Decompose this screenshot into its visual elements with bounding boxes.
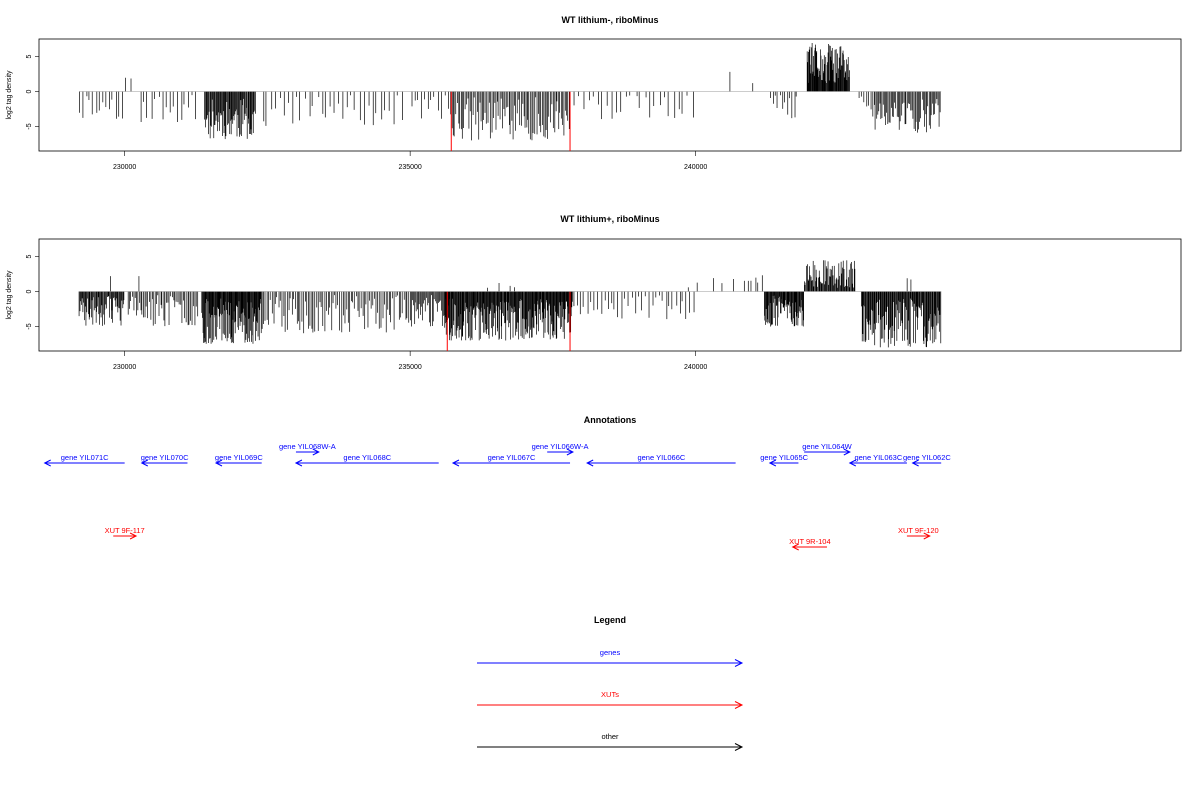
annotation-feature[interactable]: XUT 9R-104 [789,537,831,551]
x-tick-label: 230000 [113,364,136,371]
x-tick-label: 235000 [398,364,421,371]
feature-label: gene YIL062C [903,453,951,462]
bar-group [79,42,941,141]
highlight-group [450,91,571,151]
track-title: WT lithium+, riboMinus [560,214,659,224]
y-tick-label: -5 [26,323,33,329]
feature-arrowhead [791,543,799,551]
annotation-feature[interactable]: gene YIL067C [451,453,571,467]
legend-arrowhead [734,659,744,667]
legend-item: genes [477,648,744,667]
x-tick-label: 240000 [684,164,707,171]
x-tick-label: 230000 [113,164,136,171]
feature-label: XUT 9F-120 [898,526,939,535]
feature-arrowhead [294,459,303,467]
feature-arrowhead [586,459,594,467]
feature-arrowhead [843,448,851,456]
plot-frame [38,238,1182,352]
annotations-panel: Annotations gene YIL071C gene YIL070C gene… [43,415,951,551]
legend-arrowhead [734,701,744,709]
y-tick-label: 5 [26,54,33,58]
annotation-feature[interactable]: gene YIL069C [214,453,263,467]
highlight-group [446,291,571,351]
legend-item: XUTs [477,690,744,709]
feature-arrowhead [768,459,777,467]
feature-label: XUT 9F-117 [105,526,145,535]
annotation-feature[interactable]: XUT 9F-117 [105,526,145,540]
annotation-feature[interactable]: gene YIL063C [848,453,907,467]
legend-label: genes [600,648,621,657]
track-panel-lithium-plus: WT lithium+, riboMinus log2 tag density … [6,214,1182,371]
annotation-feature[interactable]: gene YIL070C [140,453,189,467]
plot-frame [38,38,1182,152]
x-tick-label: 240000 [684,364,707,371]
feature-arrowhead [923,532,931,540]
feature-label: XUT 9R-104 [789,537,831,546]
legend-item: other [477,732,744,751]
feature-label: gene YIL066C [637,453,685,462]
feature-label: gene YIL063C [854,453,902,462]
annotations-title: Annotations [584,415,637,425]
feature-arrowhead [451,459,460,467]
y-tick-label: 5 [26,254,33,258]
bar-group [78,260,942,348]
annotation-feature[interactable]: gene YIL062C [903,453,951,467]
x-tick-label: 235000 [398,164,421,171]
feature-arrowhead [129,532,138,540]
feature-label: gene YIL064W [802,442,852,451]
legend-label: other [601,732,619,741]
track-title: WT lithium-, riboMinus [562,15,659,25]
annotation-feature[interactable]: gene YIL066W-A [532,442,589,456]
feature-arrowhead [848,459,857,467]
legend-items: genes XUTs other [477,648,744,751]
y-axis-label: log2 tag density [6,70,13,120]
axis-group: 230000 235000 240000 -5 0 5 [26,54,942,171]
feature-label: gene YIL066W-A [532,442,589,451]
feature-label: gene YIL065C [760,453,808,462]
feature-label: gene YIL068W-A [279,442,336,451]
feature-arrowhead [911,459,919,467]
y-tick-label: -5 [26,123,33,129]
track-panel-lithium-minus: WT lithium-, riboMinus log2 tag density … [6,15,1182,171]
annotation-feature[interactable]: gene YIL065C [760,453,809,467]
annotation-features: gene YIL071C gene YIL070C gene YIL069C gene… [43,442,951,551]
legend-arrowhead [734,743,744,751]
feature-label: gene YIL067C [488,453,536,462]
feature-label: gene YIL069C [215,453,263,462]
annotation-feature[interactable]: gene YIL066C [586,453,736,467]
legend-label: XUTs [601,690,619,699]
y-tick-label: 0 [26,89,33,93]
legend-panel: Legend genes XUTs other [477,615,744,751]
feature-arrowhead [140,459,149,467]
legend-title: Legend [594,615,626,625]
feature-label: gene YIL068C [343,453,391,462]
feature-label: gene YIL070C [141,453,189,462]
feature-arrowhead [312,448,320,456]
feature-arrowhead [214,459,223,467]
annotation-feature[interactable]: gene YIL068W-A [279,442,336,456]
annotation-feature[interactable]: gene YIL068C [294,453,439,467]
annotation-feature[interactable]: gene YIL071C [43,453,125,467]
annotation-feature[interactable]: XUT 9F-120 [898,526,939,540]
y-tick-label: 0 [26,289,33,293]
feature-label: gene YIL071C [61,453,109,462]
axis-group: 230000 235000 240000 -5 0 5 [26,254,942,371]
annotation-feature[interactable]: gene YIL064W [802,442,853,456]
y-axis-label: log2 tag density [6,270,13,320]
feature-arrowhead [566,448,575,456]
feature-arrowhead [43,459,51,467]
